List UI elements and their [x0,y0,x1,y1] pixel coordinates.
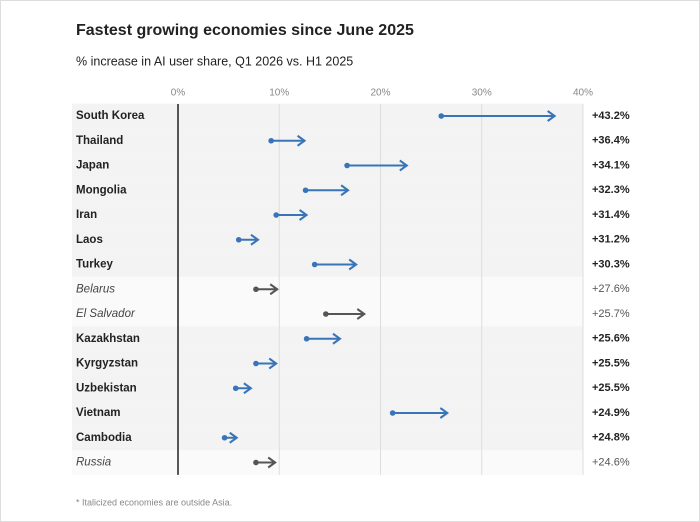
arrow-head [348,258,358,271]
row-label: Uzbekistan [76,382,137,394]
start-dot [253,459,259,466]
arrow-head [296,134,307,147]
row-label: Cambodia [76,432,132,444]
row-label: Belarus [76,283,115,295]
arrow-head [250,233,260,246]
value-label: +30.3% [592,258,630,270]
x-tick-label: 0% [171,88,186,99]
row-band [72,153,583,178]
row-label: South Korea [76,110,145,122]
arrow-head [356,308,367,320]
chart-subtitle: % increase in AI user share, Q1 2026 vs.… [76,54,353,68]
arrow-head [243,382,253,395]
row-label: El Salvador [76,308,136,320]
value-label: +31.2% [592,234,630,246]
arrow-head [332,332,342,345]
arrow-head [547,110,557,122]
value-label: +31.4% [592,209,630,221]
row-label: Laos [76,234,103,246]
start-dot [232,385,239,392]
footnote: * Italicized economies are outside Asia. [76,497,232,507]
start-dot [311,261,318,268]
value-label: +24.6% [592,456,630,468]
value-label: +24.9% [592,407,630,419]
value-label: +25.5% [592,382,630,394]
row-label: Russia [76,457,111,469]
row-label: Turkey [76,259,113,271]
start-dot [323,311,329,317]
row-label: Mongolia [76,184,127,196]
row-band [72,450,583,475]
x-tick-label: 40% [573,88,593,99]
row-label: Thailand [76,135,123,147]
value-label: +34.1% [592,159,630,171]
start-dot [303,335,310,342]
start-dot [253,360,259,367]
row-band [72,276,583,302]
arrow-head [229,431,239,444]
row-band [72,227,583,253]
row-label: Iran [76,209,97,221]
row-band [72,400,583,426]
arrow-head [269,283,279,296]
row-label: Kazakhstan [76,333,140,345]
row-band [72,375,583,401]
start-dot [389,410,396,416]
start-dot [344,162,350,169]
value-label: +25.7% [592,308,630,320]
start-dot [221,434,228,441]
arrow-head [340,184,350,197]
arrow-head [299,209,309,221]
chart-title: Fastest growing economies since June 202… [76,22,414,39]
x-tick-label: 10% [269,88,289,99]
x-tick-label: 30% [472,88,492,99]
row-band [72,202,583,228]
value-label: +43.2% [592,110,630,122]
row-band [72,128,583,154]
row-band [72,425,583,451]
row-band [72,351,583,376]
start-dot [268,137,274,144]
start-dot [302,187,309,194]
arrow-head [267,456,277,469]
arrow-head [439,407,450,419]
row-label: Japan [76,160,109,172]
row-label: Kyrgyzstan [76,358,138,370]
start-dot [438,113,445,119]
start-dot [253,286,259,293]
row-label: Vietnam [76,407,121,419]
start-dot [273,212,280,218]
x-tick-label: 20% [370,88,390,99]
value-label: +25.5% [592,357,630,369]
arrow-head [268,357,278,370]
start-dot [235,236,242,243]
value-label: +25.6% [592,333,630,345]
value-label: +24.8% [592,432,630,444]
value-label: +27.6% [592,283,630,295]
arrow-head [399,159,409,172]
value-label: +32.3% [592,184,630,196]
value-label: +36.4% [592,135,630,147]
